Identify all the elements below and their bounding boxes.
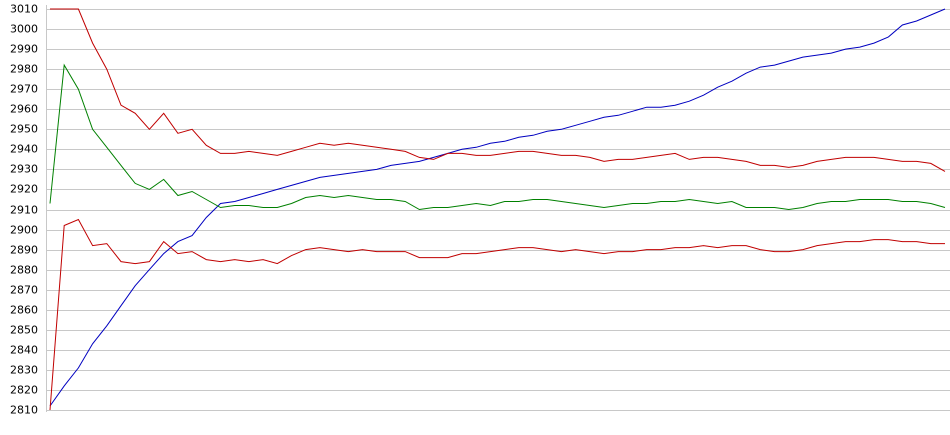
y-tick-label: 2890 — [10, 244, 38, 257]
y-tick-label: 2930 — [10, 163, 38, 176]
series-line — [50, 8, 946, 172]
y-tick-label: 3010 — [10, 3, 38, 16]
y-tick-label: 2910 — [10, 204, 38, 217]
y-tick-label: 2950 — [10, 123, 38, 136]
y-tick-label: 2920 — [10, 183, 38, 196]
y-tick-label: 2980 — [10, 63, 38, 76]
y-tick-label: 2960 — [10, 103, 38, 116]
series-line — [49, 8, 946, 407]
y-tick-label: 2880 — [10, 264, 38, 277]
y-tick-label: 2810 — [10, 404, 38, 417]
y-tick-label: 2900 — [10, 224, 38, 237]
y-tick-label: 2970 — [10, 83, 38, 96]
y-tick-label: 2990 — [10, 43, 38, 56]
y-tick-label: 2850 — [10, 324, 38, 337]
y-tick-label: 2840 — [10, 344, 38, 357]
y-tick-label: 2820 — [10, 384, 38, 397]
y-tick-label: 2870 — [10, 284, 38, 297]
series-line — [49, 218, 945, 411]
y-tick-label: 2940 — [10, 143, 38, 156]
y-tick-label: 2860 — [10, 304, 38, 317]
y-tick-label: 3000 — [10, 23, 38, 36]
y-tick-label: 2830 — [10, 364, 38, 377]
series-line — [49, 63, 946, 211]
